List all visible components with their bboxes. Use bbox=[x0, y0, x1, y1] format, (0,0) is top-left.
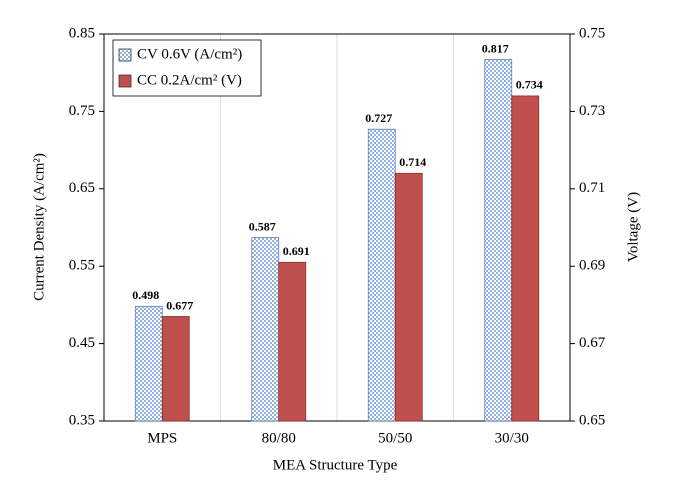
y2-tick-label: 0.69 bbox=[579, 258, 605, 274]
legend-swatch bbox=[118, 48, 132, 62]
value-label: 0.587 bbox=[249, 219, 276, 233]
plot-frame bbox=[103, 33, 571, 422]
value-label: 0.727 bbox=[365, 111, 392, 125]
bar bbox=[134, 306, 163, 422]
x-tick-label: 80/80 bbox=[262, 430, 296, 446]
y-tick-label: 0.55 bbox=[69, 258, 95, 274]
y2-tick-label: 0.73 bbox=[579, 103, 605, 119]
y-tick-label: 0.85 bbox=[69, 25, 95, 41]
bar bbox=[161, 316, 190, 422]
value-label: 0.691 bbox=[283, 244, 310, 258]
value-label: 0.677 bbox=[166, 298, 193, 312]
y2-tick-label: 0.71 bbox=[579, 180, 605, 196]
x-axis-title: MEA Structure Type bbox=[273, 457, 398, 473]
value-label: 0.714 bbox=[399, 155, 426, 169]
y-tick-label: 0.65 bbox=[69, 180, 95, 196]
bar bbox=[511, 95, 540, 422]
x-tick-label: 30/30 bbox=[495, 430, 529, 446]
bar bbox=[367, 128, 396, 422]
y-tick-label: 0.45 bbox=[69, 335, 95, 351]
bar bbox=[484, 59, 513, 422]
y2-tick-label: 0.65 bbox=[579, 412, 605, 428]
legend-swatch bbox=[118, 74, 132, 88]
value-label: 0.734 bbox=[516, 78, 543, 92]
y2-tick-label: 0.67 bbox=[579, 335, 606, 351]
y-tick-label: 0.75 bbox=[69, 103, 95, 119]
legend-box bbox=[112, 39, 262, 97]
x-tick-label: 50/50 bbox=[378, 430, 412, 446]
y-tick-label: 0.35 bbox=[69, 412, 95, 428]
legend-label: CV 0.6V (A/cm²) bbox=[137, 46, 242, 62]
x-tick-label: MPS bbox=[147, 430, 177, 446]
bar bbox=[278, 261, 307, 422]
legend-label: CC 0.2A/cm² (V) bbox=[137, 72, 242, 88]
bar bbox=[251, 237, 280, 422]
y-axis-title: Current Density (A/cm²) bbox=[31, 153, 47, 301]
value-label: 0.498 bbox=[132, 288, 159, 302]
y2-axis-title: Voltage (V) bbox=[625, 192, 641, 262]
bar bbox=[394, 172, 423, 422]
y2-tick-label: 0.75 bbox=[579, 25, 605, 41]
value-label: 0.817 bbox=[482, 41, 509, 55]
